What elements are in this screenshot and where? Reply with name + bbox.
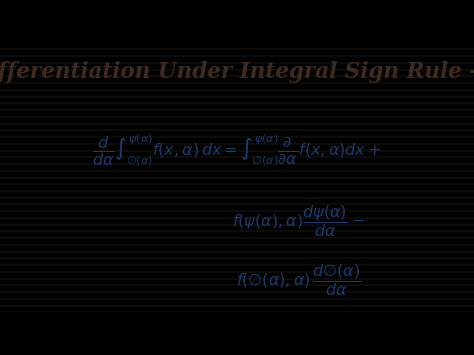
Text: Differentiation Under Integral Sign Rule – 2: Differentiation Under Integral Sign Rule… <box>0 61 474 83</box>
Text: $f(\psi(\alpha),\alpha)\dfrac{d\psi(\alpha)}{d\alpha} -$: $f(\psi(\alpha),\alpha)\dfrac{d\psi(\alp… <box>232 203 365 239</box>
Text: $f(\emptyset(\alpha),\alpha)\,\dfrac{d\emptyset(\alpha)}{d\alpha}$: $f(\emptyset(\alpha),\alpha)\,\dfrac{d\e… <box>236 262 361 298</box>
Text: $\dfrac{d}{d\alpha}\int_{\emptyset(\alpha)}^{\psi(\alpha)} f(x,\alpha)\,dx = \in: $\dfrac{d}{d\alpha}\int_{\emptyset(\alph… <box>92 133 382 168</box>
